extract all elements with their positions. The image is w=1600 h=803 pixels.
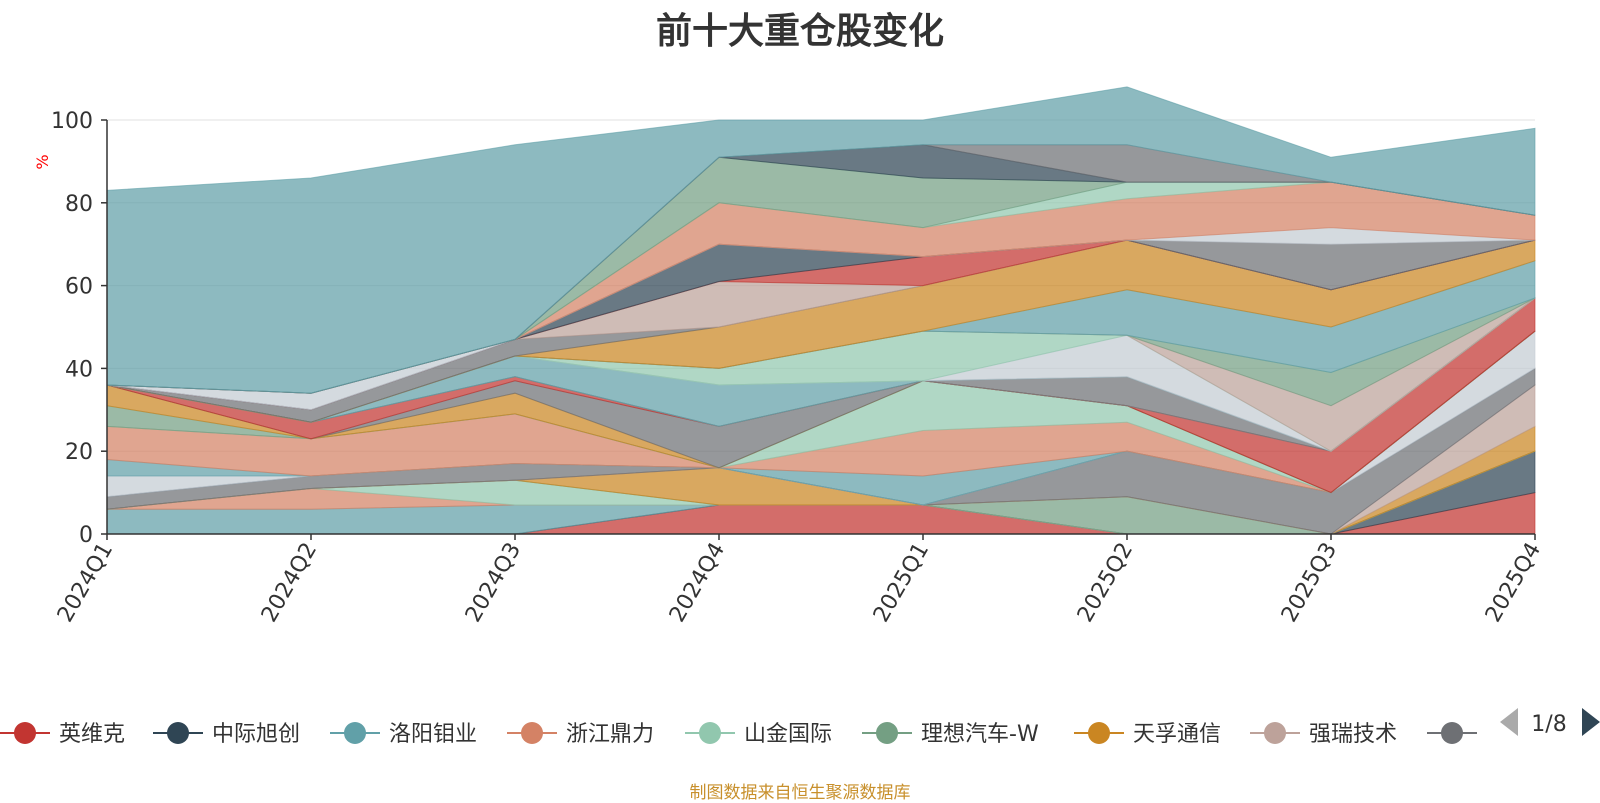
x-tick-label: 2024Q2: [257, 539, 322, 627]
legend-marker-icon: [699, 722, 721, 744]
chart-title: 前十大重仓股变化: [655, 11, 944, 52]
legend-marker-icon: [167, 722, 189, 744]
legend-marker-icon: [876, 722, 898, 744]
legend-marker-icon: [344, 722, 366, 744]
legend-marker-icon: [1441, 722, 1463, 744]
area-series-38[interactable]: [106, 86, 1536, 394]
legend-label: 英维克: [59, 722, 125, 747]
legend-label: 强瑞技术: [1309, 722, 1397, 747]
x-tick-label: 2025Q2: [1073, 539, 1138, 627]
legend[interactable]: 英维克 中际旭创 洛阳钼业 浙江鼎力 山金国际 理想汽车-W 天孚通信 强瑞技术: [0, 722, 1477, 747]
legend-prev-icon[interactable]: [1500, 708, 1518, 736]
legend-pager[interactable]: 1/8: [1500, 708, 1600, 737]
legend-label: 浙江鼎力: [566, 722, 654, 747]
legend-page-indicator: 1/8: [1531, 712, 1566, 737]
x-tick-label: 2024Q3: [461, 539, 526, 627]
y-tick-label: 0: [79, 523, 93, 548]
legend-item-1[interactable]: 中际旭创: [153, 722, 300, 747]
y-tick-label: 80: [65, 192, 93, 217]
x-tick-label: 2025Q3: [1277, 539, 1342, 627]
legend-label: 山金国际: [744, 722, 832, 747]
legend-item-2[interactable]: 洛阳钼业: [330, 722, 477, 747]
legend-item-8[interactable]: [1427, 722, 1477, 744]
legend-label: 理想汽车-W: [921, 722, 1039, 747]
legend-marker-icon: [1264, 722, 1286, 744]
legend-item-5[interactable]: 理想汽车-W: [862, 722, 1039, 747]
x-tick-label: 2025Q1: [869, 539, 934, 627]
y-tick-label: 100: [51, 109, 93, 134]
legend-item-3[interactable]: 浙江鼎力: [507, 722, 654, 747]
legend-next-icon[interactable]: [1582, 708, 1600, 736]
y-tick-label: 40: [65, 357, 93, 382]
legend-marker-icon: [521, 722, 543, 744]
y-tick-label: 20: [65, 440, 93, 465]
x-tick-label: 2024Q1: [53, 539, 118, 627]
y-axis-label: %: [33, 154, 52, 169]
legend-marker-icon: [14, 722, 36, 744]
legend-item-4[interactable]: 山金国际: [685, 722, 832, 747]
legend-label: 洛阳钼业: [389, 722, 477, 747]
legend-label: 天孚通信: [1133, 722, 1221, 747]
area-series[interactable]: [106, 86, 1536, 535]
legend-item-7[interactable]: 强瑞技术: [1250, 722, 1397, 747]
legend-label: 中际旭创: [212, 722, 300, 747]
legend-item-0[interactable]: 英维克: [0, 722, 125, 747]
data-source-footer: 制图数据来自恒生聚源数据库: [689, 783, 911, 803]
legend-item-6[interactable]: 天孚通信: [1074, 722, 1221, 747]
legend-marker-icon: [1088, 722, 1110, 744]
x-tick-label: 2024Q4: [665, 539, 730, 627]
y-tick-label: 60: [65, 275, 93, 300]
x-tick-label: 2025Q4: [1481, 539, 1546, 627]
